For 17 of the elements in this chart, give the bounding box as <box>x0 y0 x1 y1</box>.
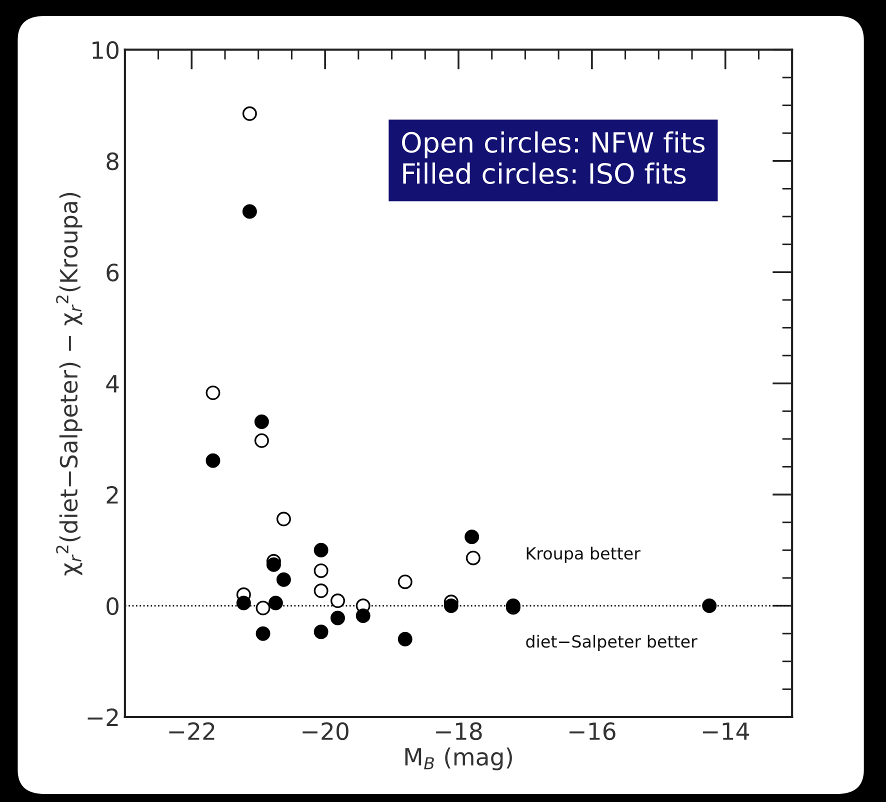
y-tick-label: −2 <box>88 708 118 726</box>
y-tick-label: 8 <box>106 152 118 170</box>
x-tick-label: −20 <box>302 722 348 740</box>
x-tick-label: −16 <box>570 722 616 740</box>
annotation: Kroupa better <box>526 546 640 563</box>
y-tick-label: 2 <box>106 486 118 504</box>
x-tick-label: −14 <box>702 722 749 740</box>
y-tick-label: 0 <box>106 597 118 616</box>
x-tick-label: −18 <box>436 722 482 740</box>
annotation: diet−Salpeter better <box>526 634 698 651</box>
annotation: Open circles: NFW fits Filled circles: ISO fits <box>402 131 705 184</box>
y-axis-title: χ$_{r}$$^{2}$(diet−Salpeter) − χ$_{r}$$^{2}$(Kroupa) <box>56 192 82 576</box>
y-tick-label: 4 <box>106 375 119 392</box>
x-axis-title: M$_{B}$ (mag) <box>405 747 512 770</box>
y-tick-label: 10 <box>92 41 118 60</box>
y-tick-label: 6 <box>106 264 119 282</box>
x-tick-label: −22 <box>169 722 214 740</box>
